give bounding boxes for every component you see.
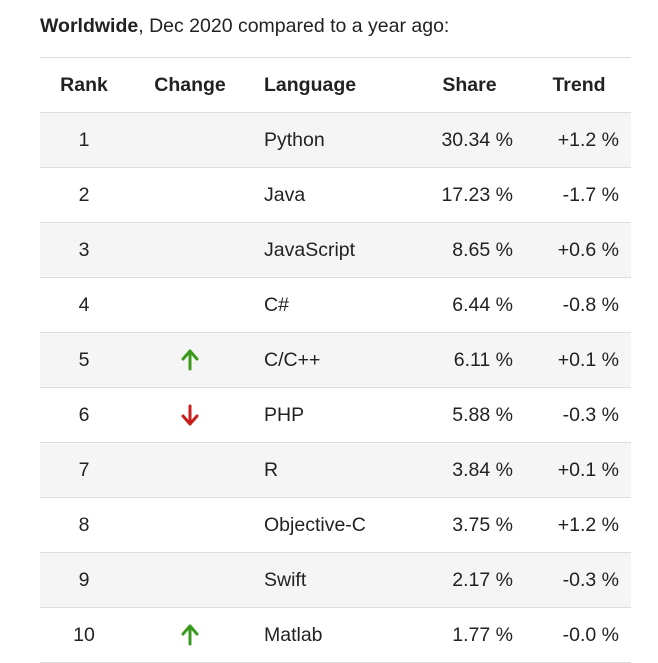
header-row: Rank Change Language Share Trend <box>40 57 631 113</box>
share-cell: 8.65 % <box>452 238 513 261</box>
header-trend: Trend <box>552 73 606 96</box>
trend-cell: -0.0 % <box>562 623 619 646</box>
caption-region: Worldwide <box>40 15 139 37</box>
share-cell: 5.88 % <box>452 403 513 426</box>
language-ranking-table: Rank Change Language Share Trend 1 Python… <box>40 57 631 663</box>
table-row: 2 Java 17.23 % -1.7 % <box>40 167 631 223</box>
trend-cell: -0.3 % <box>562 403 619 426</box>
trend-cell: -0.3 % <box>562 568 619 591</box>
caption-text: , Dec 2020 compared to a year ago: <box>138 15 450 37</box>
language-cell: R <box>264 458 279 481</box>
table-header: Rank Change Language Share Trend <box>40 57 631 113</box>
trend-cell: +1.2 % <box>557 513 619 536</box>
rank-cell: 10 <box>73 623 95 646</box>
table-row: 4 C# 6.44 % -0.8 % <box>40 277 631 333</box>
language-cell: JavaScript <box>264 238 356 261</box>
table-row: 1 Python 30.34 % +1.2 % <box>40 112 631 168</box>
change-cell <box>128 553 252 608</box>
trend-cell: -0.8 % <box>562 293 619 316</box>
language-cell: Objective-C <box>264 513 366 536</box>
share-cell: 17.23 % <box>441 183 513 206</box>
arrow-up-icon <box>181 349 199 371</box>
trend-cell: -1.7 % <box>562 183 619 206</box>
language-cell: Matlab <box>264 623 323 646</box>
trend-cell: +0.1 % <box>557 458 619 481</box>
change-cell <box>128 223 252 278</box>
change-cell <box>128 333 252 388</box>
table-row: 7 R 3.84 % +0.1 % <box>40 442 631 498</box>
header-rank: Rank <box>60 73 108 96</box>
table-caption: Worldwide, Dec 2020 compared to a year a… <box>40 15 449 38</box>
rank-cell: 2 <box>78 183 90 206</box>
share-cell: 1.77 % <box>452 623 513 646</box>
arrow-down-icon <box>181 404 199 426</box>
rank-cell: 3 <box>78 238 90 261</box>
share-cell: 2.17 % <box>452 568 513 591</box>
change-cell <box>128 498 252 553</box>
change-cell <box>128 388 252 443</box>
header-language: Language <box>264 73 357 96</box>
rank-cell: 4 <box>78 293 90 316</box>
language-cell: PHP <box>264 403 305 426</box>
change-cell <box>128 443 252 498</box>
rank-cell: 9 <box>78 568 90 591</box>
language-cell: Java <box>264 183 306 206</box>
change-cell <box>128 113 252 168</box>
trend-cell: +1.2 % <box>557 128 619 151</box>
language-cell: Swift <box>264 568 307 591</box>
trend-cell: +0.1 % <box>557 348 619 371</box>
header-share: Share <box>442 73 497 96</box>
table-row: 10 Matlab 1.77 % -0.0 % <box>40 607 631 663</box>
share-cell: 3.75 % <box>452 513 513 536</box>
change-cell <box>128 168 252 223</box>
trend-cell: +0.6 % <box>557 238 619 261</box>
language-cell: C/C++ <box>264 348 321 371</box>
table-row: 8 Objective-C 3.75 % +1.2 % <box>40 497 631 553</box>
share-cell: 3.84 % <box>452 458 513 481</box>
language-cell: C# <box>264 293 289 316</box>
rank-cell: 5 <box>78 348 90 371</box>
language-cell: Python <box>264 128 325 151</box>
table-row: 6 PHP 5.88 % -0.3 % <box>40 387 631 443</box>
share-cell: 6.44 % <box>452 293 513 316</box>
share-cell: 6.11 % <box>453 348 513 371</box>
rank-cell: 8 <box>78 513 90 536</box>
change-cell <box>128 278 252 333</box>
header-change: Change <box>154 73 226 96</box>
table-row: 5 C/C++ 6.11 % +0.1 % <box>40 332 631 388</box>
rank-cell: 6 <box>78 403 90 426</box>
rank-cell: 1 <box>78 128 90 151</box>
change-cell <box>128 608 252 663</box>
table-row: 9 Swift 2.17 % -0.3 % <box>40 552 631 608</box>
rank-cell: 7 <box>78 458 90 481</box>
share-cell: 30.34 % <box>441 128 513 151</box>
table-row: 3 JavaScript 8.65 % +0.6 % <box>40 222 631 278</box>
arrow-up-icon <box>181 624 199 646</box>
table-body: 1 Python 30.34 % +1.2 % 2 Java 17.23 % -1.7 % 3 J… <box>40 112 631 663</box>
